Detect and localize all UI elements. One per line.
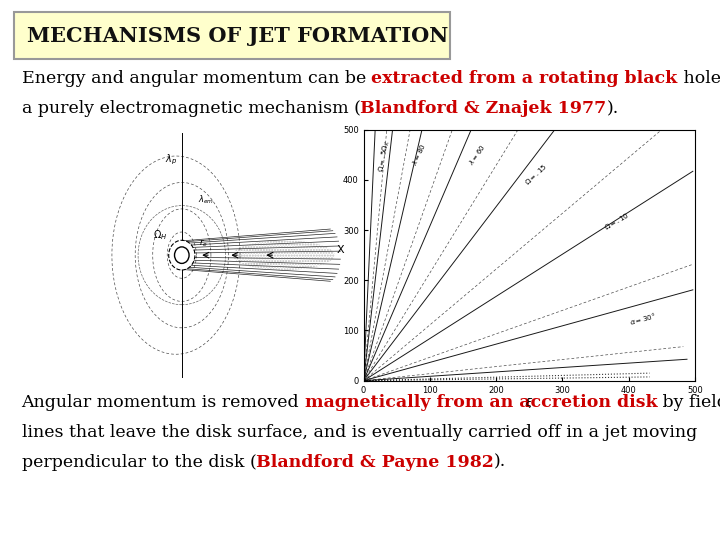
Text: $\lambda=60$: $\lambda=60$ (467, 143, 487, 167)
FancyBboxPatch shape (14, 12, 450, 59)
Text: Blandford & Znajek 1977: Blandford & Znajek 1977 (361, 100, 607, 117)
Text: MECHANISMS OF JET FORMATION: MECHANISMS OF JET FORMATION (27, 25, 449, 46)
Text: magnetically from an accretion disk: magnetically from an accretion disk (305, 394, 657, 411)
Text: by field: by field (657, 394, 720, 411)
Circle shape (174, 247, 189, 264)
Text: $\lambda_p$: $\lambda_p$ (166, 153, 177, 167)
Text: $\lambda_{em}$: $\lambda_{em}$ (198, 193, 214, 206)
Text: Energy and angular momentum can be: Energy and angular momentum can be (22, 70, 372, 87)
Text: $r_e$: $r_e$ (199, 237, 208, 249)
Text: lines that leave the disk surface, and is eventually carried off in a jet moving: lines that leave the disk surface, and i… (22, 424, 697, 441)
Text: extracted from a rotating black: extracted from a rotating black (372, 70, 678, 87)
Y-axis label: X: X (336, 245, 344, 255)
Text: $\Omega=.10$: $\Omega=.10$ (602, 210, 631, 232)
Text: $\Omega=.15$: $\Omega=.15$ (523, 161, 549, 187)
Text: ).: ). (494, 454, 506, 470)
Text: $\Omega=.5\Omega_K$: $\Omega=.5\Omega_K$ (377, 139, 392, 173)
Text: $\lambda=80$: $\lambda=80$ (410, 141, 428, 167)
Text: Blandford & Payne 1982: Blandford & Payne 1982 (256, 454, 494, 470)
Text: perpendicular to the disk (: perpendicular to the disk ( (22, 454, 256, 470)
Text: $\alpha=30°$: $\alpha=30°$ (629, 311, 657, 327)
Text: a purely electromagnetic mechanism (: a purely electromagnetic mechanism ( (22, 100, 361, 117)
X-axis label: $\xi$: $\xi$ (525, 396, 534, 410)
Text: ).: ). (607, 100, 619, 117)
Text: Angular momentum is removed: Angular momentum is removed (22, 394, 305, 411)
Text: hole by: hole by (678, 70, 720, 87)
Text: $\Omega_H$: $\Omega_H$ (153, 228, 167, 242)
